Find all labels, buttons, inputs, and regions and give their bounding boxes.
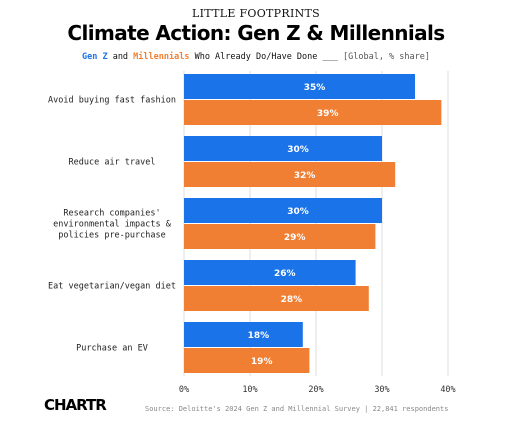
subtitle-and: and bbox=[107, 52, 134, 62]
bar-value-label: 28% bbox=[281, 295, 303, 305]
category-label: environmental impacts & bbox=[53, 220, 172, 230]
x-tick-label: 10% bbox=[242, 385, 257, 395]
bar-value-label: 29% bbox=[284, 233, 306, 243]
category-label: Purchase an EV bbox=[76, 344, 148, 354]
subtitle-note: [Global, % share] bbox=[343, 52, 430, 62]
bar-value-label: 32% bbox=[294, 171, 316, 181]
category-label: Avoid buying fast fashion bbox=[48, 96, 176, 106]
chartr-logo: CHARTR bbox=[44, 396, 107, 414]
chart-title: Climate Action: Gen Z & Millennials bbox=[67, 21, 445, 45]
category-label: Research companies' bbox=[63, 209, 160, 219]
bar-value-label: 26% bbox=[274, 269, 296, 279]
x-tick-label: 40% bbox=[440, 385, 455, 395]
x-tick-label: 20% bbox=[308, 385, 323, 395]
bar-millennials bbox=[184, 162, 396, 187]
category-label: policies pre-purchase bbox=[58, 231, 165, 241]
bar-genz bbox=[184, 198, 382, 223]
legend-millennials: Millennials bbox=[133, 52, 190, 62]
bar-genz bbox=[184, 260, 356, 285]
bar-value-label: 19% bbox=[251, 357, 273, 367]
bar-value-label: 35% bbox=[304, 83, 326, 93]
bar-millennials bbox=[184, 286, 369, 311]
bar-millennials bbox=[184, 100, 442, 125]
bar-genz bbox=[184, 74, 415, 99]
bar-value-label: 30% bbox=[287, 207, 309, 217]
subtitle-rest: Who Already Do/Have Done ___ bbox=[189, 52, 343, 62]
bar-value-label: 30% bbox=[287, 145, 309, 155]
bar-value-label: 39% bbox=[317, 109, 339, 119]
chart-kicker: LITTLE FOOTPRINTS bbox=[192, 7, 320, 20]
x-tick-label: 30% bbox=[374, 385, 389, 395]
bar-millennials bbox=[184, 348, 310, 373]
legend-genz: Gen Z bbox=[81, 52, 108, 62]
bar-genz bbox=[184, 322, 303, 347]
bar-millennials bbox=[184, 224, 376, 249]
x-tick-label: 0% bbox=[179, 385, 189, 395]
chart-subtitle: Gen Z and Millennials Who Already Do/Hav… bbox=[0, 52, 512, 62]
bar-value-label: 18% bbox=[248, 331, 270, 341]
category-label: Eat vegetarian/vegan diet bbox=[48, 282, 176, 292]
category-label: Reduce air travel bbox=[69, 158, 156, 168]
source-note: Source: Deloitte's 2024 Gen Z and Millen… bbox=[145, 405, 449, 413]
bar-genz bbox=[184, 136, 382, 161]
